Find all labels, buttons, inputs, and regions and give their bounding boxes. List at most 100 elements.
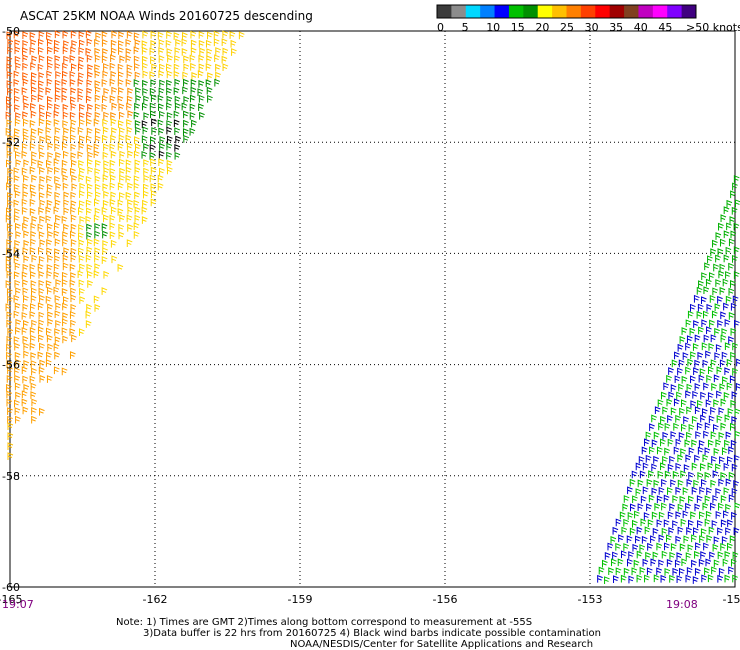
wind-barb	[158, 47, 165, 55]
wind-barb	[654, 406, 661, 415]
wind-barb	[14, 39, 21, 47]
wind-barb	[685, 390, 691, 399]
wind-barb	[731, 391, 738, 399]
wind-barb	[733, 527, 740, 535]
wind-barb	[69, 54, 76, 63]
wind-barb	[618, 534, 624, 543]
wind-barb	[715, 232, 722, 240]
wind-barb	[173, 32, 180, 40]
wind-barb	[45, 134, 52, 143]
wind-barb	[54, 310, 61, 319]
wind-barb	[717, 551, 724, 560]
wind-barb	[715, 463, 721, 472]
wind-barb	[706, 487, 712, 496]
wind-barb	[664, 567, 671, 576]
wind-barb	[117, 78, 124, 87]
time-label-right: 19:08	[666, 598, 698, 611]
wind-barb	[37, 351, 44, 360]
wind-barb	[687, 544, 694, 552]
wind-barb	[207, 31, 213, 40]
wind-barb	[686, 383, 693, 392]
wind-barb	[673, 398, 680, 407]
wind-barb	[692, 343, 699, 351]
wind-barb	[94, 175, 101, 184]
wind-barb	[54, 351, 60, 360]
wind-barb	[182, 128, 189, 136]
wind-barb	[71, 174, 77, 183]
wind-barb	[103, 214, 109, 223]
wind-barb	[238, 31, 245, 40]
wind-barb	[61, 367, 68, 376]
wind-barb	[63, 127, 69, 136]
wind-barb	[634, 510, 640, 519]
wind-barb	[674, 375, 681, 384]
wind-barb	[62, 254, 69, 263]
wind-barb	[715, 344, 722, 352]
wind-barb	[159, 63, 165, 72]
wind-barb	[608, 567, 614, 575]
wind-barb	[183, 78, 189, 87]
wind-barb	[685, 342, 691, 351]
wind-barb	[728, 262, 734, 271]
wind-barb	[7, 422, 14, 430]
wind-barb	[13, 183, 20, 192]
wind-barb	[13, 167, 20, 175]
wind-barb	[101, 31, 108, 39]
lon-tick-label: -153	[578, 593, 603, 606]
wind-barb	[62, 174, 69, 183]
wind-barb	[181, 102, 188, 111]
wind-barb	[125, 38, 132, 47]
wind-barb	[686, 335, 693, 344]
wind-barb	[150, 30, 157, 39]
wind-barb	[661, 550, 668, 559]
wind-barb	[733, 454, 740, 463]
wind-barb	[621, 526, 628, 535]
wind-barb	[642, 462, 649, 471]
legend-swatch	[667, 5, 683, 18]
wind-barb	[690, 400, 697, 408]
wind-barb	[14, 367, 20, 375]
wind-barb	[127, 150, 134, 159]
wind-barb	[730, 351, 736, 360]
wind-barb	[701, 574, 707, 583]
wind-barb	[126, 142, 133, 151]
wind-barb	[731, 206, 738, 215]
wind-barb	[46, 175, 52, 184]
wind-barb	[61, 94, 68, 103]
wind-barb	[649, 423, 655, 432]
wind-barb	[78, 174, 85, 183]
wind-barb	[78, 232, 84, 240]
wind-barb	[101, 55, 108, 64]
wind-barb	[215, 63, 221, 72]
wind-barb	[79, 190, 85, 199]
wind-barb	[31, 287, 37, 296]
wind-barb	[126, 239, 133, 247]
wind-barb	[125, 159, 132, 168]
wind-barb	[207, 94, 213, 103]
legend-swatch	[437, 5, 452, 18]
wind-barb	[697, 303, 704, 312]
wind-barb	[656, 519, 663, 528]
wind-barb	[94, 54, 101, 63]
wind-barb	[31, 94, 37, 103]
wind-barb	[22, 72, 28, 80]
wind-barb	[95, 191, 101, 200]
wind-barb	[678, 383, 684, 392]
wind-barb	[173, 119, 180, 128]
wind-barb	[733, 175, 740, 183]
wind-barb	[87, 103, 93, 112]
wind-barb	[711, 383, 717, 391]
wind-barb	[718, 502, 724, 511]
wind-barb	[102, 199, 109, 208]
wind-barb	[70, 200, 77, 208]
wind-barb	[656, 446, 663, 455]
wind-barb	[61, 167, 68, 176]
wind-barb	[85, 215, 92, 224]
wind-barb	[725, 478, 732, 487]
wind-barb	[53, 366, 60, 375]
wind-barb	[702, 359, 709, 368]
wind-barb	[93, 295, 100, 304]
wind-barb	[707, 462, 714, 471]
wind-barb	[141, 216, 148, 224]
wind-barb	[85, 135, 92, 144]
